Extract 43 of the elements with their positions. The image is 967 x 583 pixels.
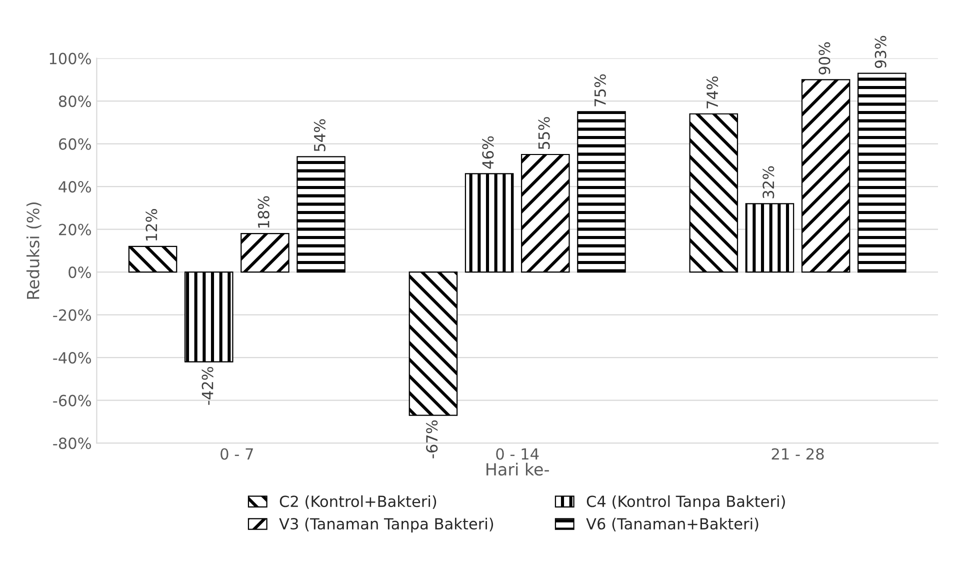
y-tick-label: -80% xyxy=(53,438,91,450)
legend-label: V6 (Tanaman+Bakteri) xyxy=(586,518,758,532)
y-tick-label: -60% xyxy=(53,394,91,406)
data-label: -42% xyxy=(202,366,214,405)
y-tick-label: -40% xyxy=(53,352,91,364)
bar xyxy=(745,203,794,273)
bar xyxy=(520,154,570,273)
data-label: 74% xyxy=(706,76,718,108)
bar xyxy=(801,79,850,273)
data-label: 90% xyxy=(818,42,830,74)
data-label: 75% xyxy=(594,74,606,106)
bar xyxy=(408,272,458,416)
bar xyxy=(296,156,346,273)
data-label: 46% xyxy=(482,136,494,169)
data-label: 93% xyxy=(874,36,886,68)
legend-label: V3 (Tanaman Tanpa Bakteri) xyxy=(279,518,494,533)
data-label: -67% xyxy=(426,420,438,458)
data-label: 12% xyxy=(146,209,158,240)
data-label: 18% xyxy=(258,196,270,228)
y-tick-label: -20% xyxy=(53,309,91,321)
bar xyxy=(689,113,738,273)
legend-label: C4 (Kontrol Tanpa Bakteri) xyxy=(586,495,785,510)
y-tick-label: 60% xyxy=(58,138,91,150)
x-axis-title: Hari ke- xyxy=(486,462,549,476)
y-tick-label: 80% xyxy=(58,96,91,108)
data-label: 32% xyxy=(762,166,774,198)
data-label: 55% xyxy=(538,117,550,150)
legend-label: C2 (Kontrol+Bakteri) xyxy=(280,495,436,509)
bar xyxy=(858,72,906,273)
x-tick-label: 0 - 7 xyxy=(220,448,253,460)
x-tick-label: 21 - 28 xyxy=(772,448,824,460)
bar xyxy=(184,272,234,362)
x-tick-label: 0 - 14 xyxy=(496,448,539,460)
bar xyxy=(240,233,290,273)
y-tick-label: 40% xyxy=(58,181,91,193)
bar xyxy=(464,173,514,273)
bar xyxy=(128,246,178,273)
y-tick-label: 0% xyxy=(68,266,91,278)
bar xyxy=(577,111,626,273)
y-tick-label: 100% xyxy=(50,52,91,64)
y-axis-title: Reduksi (%) xyxy=(26,202,42,299)
y-tick-label: 20% xyxy=(59,224,91,236)
data-label: 54% xyxy=(314,119,326,152)
